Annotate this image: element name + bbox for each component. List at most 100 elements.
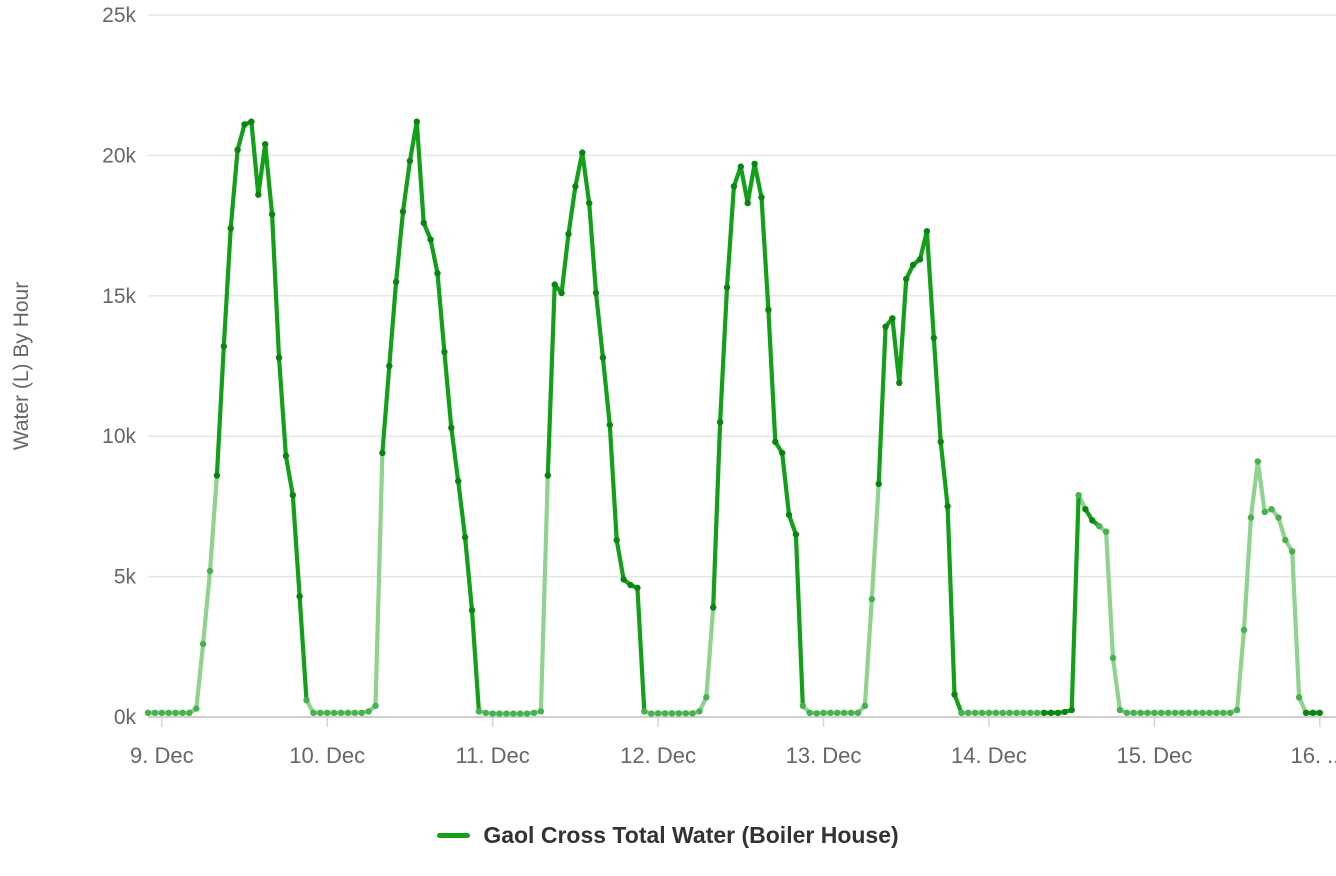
- x-axis-tick-label: 9. Dec: [130, 743, 194, 768]
- data-point-marker: [1006, 709, 1013, 716]
- data-point-marker: [909, 261, 917, 269]
- data-point-marker: [227, 225, 234, 232]
- data-point-marker: [1013, 709, 1020, 716]
- data-point-marker: [1192, 709, 1199, 716]
- data-point-marker: [985, 709, 993, 716]
- data-point-marker: [689, 710, 696, 717]
- data-point-marker: [365, 708, 372, 715]
- data-point-marker: [1240, 626, 1248, 634]
- data-point-marker: [248, 118, 255, 125]
- data-point-marker: [723, 284, 731, 291]
- data-point-marker: [441, 348, 448, 356]
- data-point-marker: [1102, 528, 1110, 535]
- series-line-light-segment: [476, 473, 550, 716]
- data-point-marker: [1123, 709, 1131, 716]
- data-point-marker: [1295, 694, 1303, 701]
- data-point-marker: [165, 709, 172, 716]
- data-point-marker: [151, 709, 159, 716]
- data-point-marker: [517, 710, 524, 717]
- data-point-marker: [1040, 709, 1048, 716]
- data-point-marker: [420, 219, 427, 226]
- data-point-marker: [785, 511, 793, 518]
- data-point-marker: [282, 452, 290, 460]
- data-point-marker: [579, 149, 586, 156]
- data-point-marker: [1144, 709, 1151, 716]
- data-point-marker: [158, 709, 165, 716]
- data-point-marker: [951, 691, 958, 698]
- data-point-marker: [1199, 709, 1206, 716]
- data-point-marker: [144, 709, 152, 716]
- data-point-marker: [841, 709, 848, 716]
- series-line-light-segment: [1097, 459, 1309, 715]
- data-point-marker: [386, 362, 393, 370]
- series-line-light-segment: [145, 473, 219, 715]
- data-point-marker: [234, 146, 241, 153]
- data-point-marker: [1109, 654, 1117, 662]
- data-point-marker: [930, 334, 937, 342]
- legend-item[interactable]: Gaol Cross Total Water (Boiler House): [0, 822, 1336, 849]
- data-point-marker: [992, 709, 999, 716]
- data-point-marker: [213, 472, 221, 479]
- y-axis-tick-label: 5k: [114, 566, 137, 589]
- data-point-marker: [330, 709, 338, 716]
- data-point-marker: [379, 449, 386, 457]
- data-point-marker: [399, 208, 407, 215]
- data-point-marker: [710, 604, 717, 611]
- x-axis-tick-label: 10. Dec: [289, 743, 365, 768]
- data-point-marker: [1027, 709, 1034, 716]
- y-axis-tick-label: 20k: [102, 144, 136, 167]
- data-point-marker: [1047, 709, 1055, 716]
- data-point-marker: [882, 323, 889, 330]
- data-point-marker: [1130, 709, 1137, 716]
- data-point-marker: [220, 343, 227, 350]
- data-point-marker: [496, 710, 503, 717]
- data-point-marker: [324, 709, 331, 716]
- data-point-marker: [344, 709, 352, 716]
- y-axis-tick-label: 0k: [114, 706, 137, 729]
- data-point-marker: [661, 710, 669, 717]
- data-point-marker: [1227, 709, 1234, 716]
- data-point-marker: [268, 211, 276, 218]
- data-point-marker: [1261, 508, 1268, 516]
- data-point-marker: [730, 183, 738, 190]
- data-point-marker: [372, 702, 379, 709]
- data-point-marker: [1034, 709, 1041, 716]
- data-point-marker: [461, 534, 469, 541]
- data-point-marker: [827, 709, 834, 716]
- y-axis-tick-label: 15k: [102, 285, 136, 308]
- data-point-marker: [1061, 708, 1069, 716]
- data-point-marker: [868, 595, 875, 603]
- data-point-marker: [834, 709, 841, 716]
- data-point-marker: [1082, 506, 1089, 513]
- data-point-marker: [358, 709, 365, 716]
- data-point-marker: [792, 531, 800, 538]
- data-point-marker: [523, 710, 531, 717]
- data-point-marker: [275, 354, 283, 361]
- data-point-marker: [1213, 709, 1220, 716]
- data-point-marker: [765, 306, 772, 313]
- data-point-marker: [889, 315, 896, 322]
- data-point-marker: [455, 477, 462, 485]
- data-point-marker: [558, 289, 565, 297]
- data-point-marker: [847, 709, 855, 716]
- data-point-marker: [193, 705, 200, 712]
- x-axis-tick-label: 13. Dec: [786, 743, 862, 768]
- data-point-marker: [262, 141, 269, 148]
- water-by-hour-chart: 0k 5k 10k 15k 20k 25k 9. Dec 10. Dec 11. Dec 12. …: [10, 4, 1336, 768]
- data-point-marker: [634, 584, 641, 591]
- data-point-marker: [317, 709, 324, 716]
- data-point-marker: [537, 708, 545, 715]
- data-point-marker: [820, 709, 827, 716]
- data-point-marker: [337, 709, 345, 716]
- data-point-marker: [392, 278, 400, 285]
- data-point-marker: [799, 702, 806, 709]
- series-line-dark-segment: [711, 161, 805, 708]
- data-point-marker: [779, 449, 786, 457]
- data-point-marker: [172, 709, 179, 716]
- data-point-marker: [586, 199, 593, 207]
- data-point-marker: [696, 708, 703, 715]
- data-point-marker: [854, 709, 862, 716]
- x-axis-tick-label: 15. Dec: [1116, 743, 1192, 768]
- data-point-marker: [179, 709, 186, 716]
